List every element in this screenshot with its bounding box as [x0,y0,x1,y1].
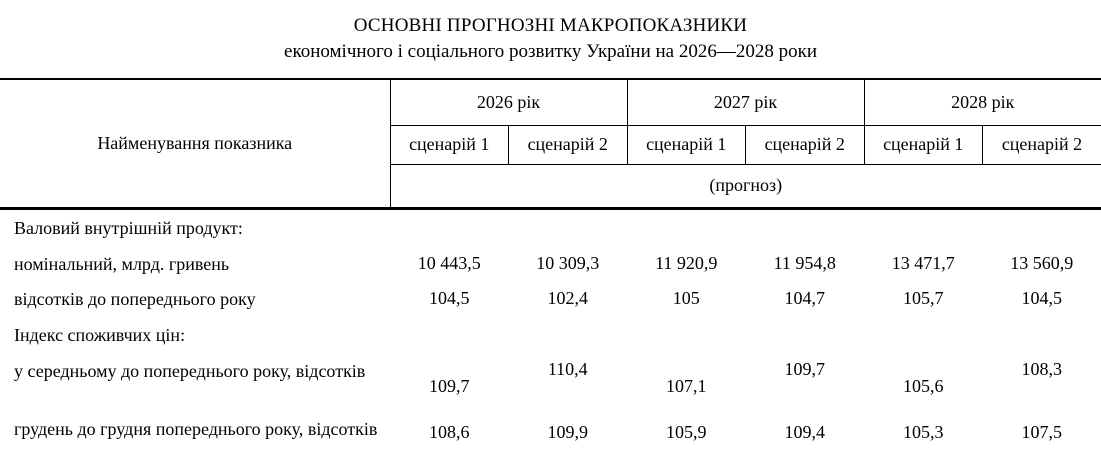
cell-value: 108,3 [1021,359,1063,379]
cell-value: 10 443,5 [417,253,481,273]
cell-value: 104,7 [784,288,826,308]
cell-value: 11 920,9 [655,253,718,273]
cell-value: 105,3 [903,422,944,442]
cell-value: 105,6 [903,376,944,396]
row-label: номінальний, млрд. гривень [14,253,230,274]
table-row-gdp-nominal: номінальний, млрд. гривень 10 443,5 10 3… [0,246,1101,281]
row-label: відсотків до попереднього року [14,288,256,309]
table-header-forecast-row: (прогноз) [0,164,1101,210]
cell-value: 109,7 [429,376,470,396]
table-row-gdp-section: Валовий внутрішній продукт: [0,208,1101,246]
cell-value: 107,1 [666,376,707,396]
column-header-scenario-1-2027: сценарій 1 [626,125,746,165]
table-row-gdp-percent: відсотків до попереднього року 104,5 102… [0,281,1101,316]
table-header-scenarios-row: сценарій 1 сценарій 2 сценарій 1 сценарі… [0,125,1101,165]
cell-value: 109,9 [547,422,589,442]
cell-value: 104,5 [1021,288,1063,308]
cell-value: 105 [672,288,700,308]
column-header-scenario-2-2027: сценарій 2 [745,125,864,165]
cell-value: 110,4 [547,359,588,379]
column-header-scenario-2-2028: сценарій 2 [982,125,1101,165]
page-title: ОСНОВНІ ПРОГНОЗНІ МАКРОПОКАЗНИКИ [353,15,748,36]
row-label: Індекс споживчих цін: [14,324,186,345]
cell-value: 13 560,9 [1010,253,1074,273]
column-header-year-2028: 2028 рік [863,78,1101,126]
table-header-years-row: Найменування показника 2026 рік 2027 рік… [0,78,1101,210]
table-row-cpi-average: у середньому до попереднього року, відсо… [0,353,1101,409]
column-header-scenario-2-2026: сценарій 2 [508,125,627,165]
row-label: грудень до грудня попереднього року, від… [14,419,378,439]
cell-value: 109,7 [784,359,826,379]
cell-value: 107,5 [1021,422,1063,442]
cell-value: 104,5 [429,288,470,308]
cell-value: 109,4 [784,422,826,442]
document-title-block: ОСНОВНІ ПРОГНОЗНІ МАКРОПОКАЗНИКИ економі… [0,0,1101,65]
table-row-cpi-december: грудень до грудня попереднього року, від… [0,409,1101,467]
cell-value: 105,9 [666,422,707,442]
row-label: Валовий внутрішній продукт: [14,217,243,238]
cell-value: 11 954,8 [773,253,836,273]
cell-value: 102,4 [547,288,589,308]
column-header-scenario-1-2028: сценарій 1 [863,125,983,165]
cell-value: 108,6 [429,422,470,442]
macro-indicators-table: Найменування показника 2026 рік 2027 рік… [0,78,1101,467]
cell-value: 13 471,7 [891,253,955,273]
column-header-indicator-name: Найменування показника [0,78,391,210]
column-header-year-2026: 2026 рік [390,78,627,126]
column-header-scenario-1-2026: сценарій 1 [390,125,509,165]
forecast-label: (прогноз) [390,164,1101,210]
row-label: у середньому до попереднього року, відсо… [14,361,366,381]
cell-value: 105,7 [903,288,944,308]
table-row-cpi-section: Індекс споживчих цін: [0,316,1101,353]
cell-value: 10 309,3 [536,253,600,273]
page-subtitle: економічного і соціального розвитку Укра… [284,41,817,62]
column-header-year-2027: 2027 рік [626,78,864,126]
